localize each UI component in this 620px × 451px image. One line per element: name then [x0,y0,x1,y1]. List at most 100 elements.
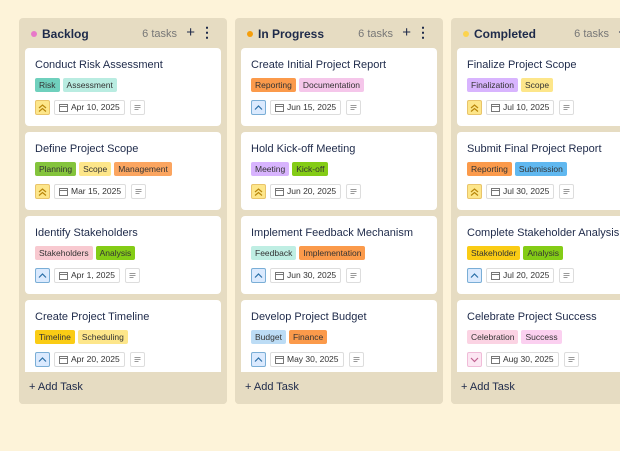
column-title: In Progress [258,27,325,41]
menu-button[interactable]: ⋮ [200,24,214,40]
tag: Scheduling [77,330,128,344]
tag: Analysis [523,246,564,260]
priority-icon [467,352,482,367]
tag-list: Stakeholder Analysis [467,246,564,260]
notes-icon [130,352,145,367]
tag: Feedback [251,246,297,260]
tag-list: Stakeholders Analysis [35,246,136,260]
notes-icon [564,352,579,367]
task-card[interactable]: Implement Feedback Mechanism Feedback Impl… [241,216,437,294]
tag-list: Budget Finance [251,330,328,344]
task-card[interactable]: Finalize Project Scope Finalization Scope J… [457,48,620,126]
due-date: Apr 10, 2025 [54,100,125,115]
tag-list: Reporting Documentation [251,78,365,92]
column-header: Backlog 6 tasks + ⋮ [19,18,227,48]
date-text: Mar 15, 2025 [71,186,122,196]
tag: Documentation [298,78,365,92]
card-title: Create Project Timeline [35,311,150,323]
task-card[interactable]: Hold Kick-off Meeting Meeting Kick-off Jun … [241,132,437,210]
tag: Scope [79,162,112,176]
card-title: Celebrate Project Success [467,311,597,323]
tag: Budget [251,330,286,344]
add-task-button[interactable]: + Add Task [245,381,299,393]
date-text: Apr 10, 2025 [71,102,120,112]
task-card[interactable]: Create Initial Project Report Reporting Do… [241,48,437,126]
tag: Scope [521,78,554,92]
task-count: 6 tasks [358,28,393,40]
tag: Risk [35,78,60,92]
card-title: Submit Final Project Report [467,143,602,155]
tag-list: Planning Scope Management [35,162,172,176]
priority-icon [467,184,482,199]
due-date: Aug 30, 2025 [486,352,559,367]
tag: Finalization [467,78,518,92]
card-title: Conduct Risk Assessment [35,59,163,71]
notes-icon [346,268,361,283]
tag: Assessment [62,78,117,92]
add-button[interactable]: + [618,24,620,41]
task-card[interactable]: Develop Project Budget Budget Finance May 3… [241,300,437,372]
add-task-button[interactable]: + Add Task [461,381,515,393]
task-card[interactable]: Define Project Scope Planning Scope Managem… [25,132,221,210]
add-task-label: Add Task [469,381,515,393]
date-text: May 30, 2025 [287,354,339,364]
tag: Kick-off [292,162,329,176]
due-date: Jun 30, 2025 [270,268,342,283]
tag: Finance [288,330,328,344]
task-card[interactable]: Conduct Risk Assessment Risk Assessment Apr… [25,48,221,126]
task-card[interactable]: Submit Final Project Report Reporting Subm… [457,132,620,210]
add-task-button[interactable]: + Add Task [29,381,83,393]
priority-icon [251,184,266,199]
priority-icon [35,268,50,283]
card-title: Identify Stakeholders [35,227,138,239]
notes-icon [559,268,574,283]
notes-icon [131,184,146,199]
notes-icon [346,100,361,115]
menu-button[interactable]: ⋮ [416,24,430,40]
tag-list: Feedback Implementation [251,246,366,260]
card-title: Complete Stakeholder Analysis [467,227,620,239]
tag: Stakeholder [467,246,521,260]
task-card[interactable]: Celebrate Project Success Celebration Succ… [457,300,620,372]
tag: Timeline [35,330,75,344]
tag: Success [521,330,562,344]
add-button[interactable]: + [402,24,411,41]
tag: Analysis [95,246,136,260]
notes-icon [130,100,145,115]
column-footer: + Add Task [451,372,620,404]
task-card[interactable]: Create Project Timeline Timeline Schedulin… [25,300,221,372]
tag-list: Risk Assessment [35,78,117,92]
tag-list: Finalization Scope [467,78,554,92]
date-text: Jul 30, 2025 [503,186,550,196]
due-date: Jun 15, 2025 [270,100,342,115]
priority-icon [251,268,266,283]
tag: Stakeholders [35,246,93,260]
date-text: Jun 15, 2025 [287,102,337,112]
tag: Reporting [251,78,296,92]
add-task-label: Add Task [37,381,83,393]
column-title: Completed [474,27,537,41]
notes-icon [346,184,361,199]
notes-icon [349,352,364,367]
date-text: Jun 30, 2025 [287,270,337,280]
column: In Progress 6 tasks + ⋮ Create Initial Proje… [235,18,443,404]
card-title: Create Initial Project Report [251,59,387,71]
due-date: Jul 10, 2025 [486,100,555,115]
tag: Reporting [467,162,512,176]
add-task-label: Add Task [253,381,299,393]
priority-icon [251,100,266,115]
tag-list: Celebration Success [467,330,562,344]
priority-icon [35,100,50,115]
task-count: 6 tasks [574,28,609,40]
status-dot [463,31,469,37]
date-text: Aug 30, 2025 [503,354,554,364]
task-card[interactable]: Complete Stakeholder Analysis Stakeholder… [457,216,620,294]
tag: Planning [35,162,77,176]
card-title: Define Project Scope [35,143,139,155]
notes-icon [559,184,574,199]
task-card[interactable]: Identify Stakeholders Stakeholders Analysi… [25,216,221,294]
task-count: 6 tasks [142,28,177,40]
priority-icon [35,184,50,199]
column: Backlog 6 tasks + ⋮ Conduct Risk Assessment R… [19,18,227,404]
add-button[interactable]: + [186,24,195,41]
